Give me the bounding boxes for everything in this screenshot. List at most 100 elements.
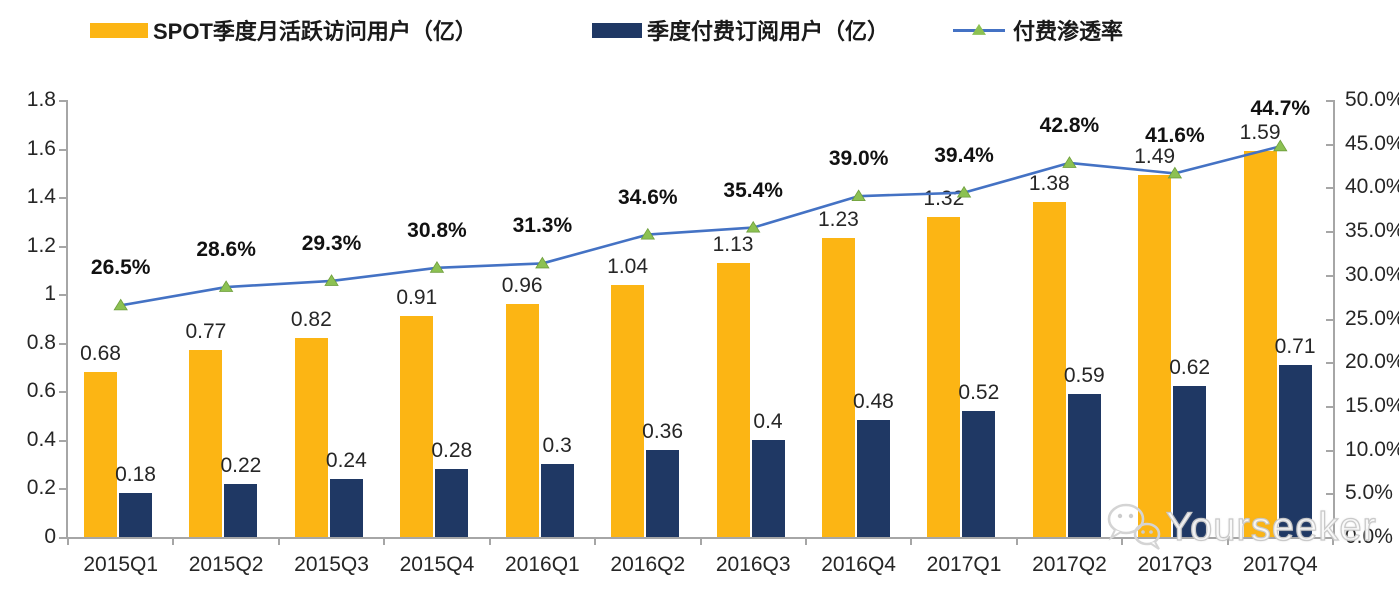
subscriber-bar <box>856 420 890 537</box>
mau-value-label: 1.23 <box>817 208 859 232</box>
x-tick-label: 2016Q3 <box>715 553 791 576</box>
x-tick-label: 2016Q1 <box>505 553 580 576</box>
subscriber-bar <box>751 439 785 537</box>
x-axis-tick <box>594 537 597 545</box>
mau-value-label: 1.49 <box>1134 145 1176 169</box>
subscriber-value-label: 0.22 <box>220 453 262 477</box>
right-axis-tick-label: 20.0% <box>1345 350 1399 374</box>
right-axis-tick-label: 5.0% <box>1345 481 1393 505</box>
x-tick-label: 2015Q3 <box>294 553 369 576</box>
left-axis-tick-label: 0.8 <box>26 330 56 354</box>
penetration-legend-label: 付费渗透率 <box>1013 19 1124 44</box>
mau-value-label: 1.04 <box>607 254 649 278</box>
left-axis-tick-label: 1.8 <box>26 88 56 111</box>
line-marker-icon <box>429 261 445 273</box>
subscriber-bar <box>1173 386 1207 537</box>
right-axis-tick-label: 50.0% <box>1345 88 1399 111</box>
mau-bar <box>294 337 328 537</box>
x-axis-tick <box>1226 537 1229 545</box>
mau-value-label: 0.91 <box>396 286 438 310</box>
penetration-value-label: 30.8% <box>407 218 467 242</box>
penetration-value-label: 28.6% <box>196 238 256 262</box>
right-axis-tick <box>1326 405 1334 408</box>
right-axis-tick <box>1326 187 1334 190</box>
subscriber-value-label: 0.59 <box>1063 363 1105 387</box>
subscriber-value-label: 0.4 <box>753 409 783 433</box>
legend-item-penetration: 付费渗透率 <box>953 14 1123 46</box>
mau-bar <box>189 350 223 537</box>
x-axis-tick <box>804 537 807 545</box>
right-axis-tick-label: 35.0% <box>1345 219 1399 243</box>
mau-legend-label: SPOT季度月活跃访问用户（亿） <box>153 19 477 44</box>
mau-value-label: 1.32 <box>923 186 965 210</box>
subscriber-value-label: 0.28 <box>431 439 473 463</box>
left-axis-tick <box>59 342 67 345</box>
right-axis-tick <box>1326 362 1334 365</box>
subscriber-value-label: 0.62 <box>1169 356 1211 380</box>
penetration-value-label: 42.8% <box>1039 113 1100 137</box>
subscriber-bar <box>224 483 258 537</box>
penetration-value-label: 44.7% <box>1250 97 1311 121</box>
x-axis-tick <box>699 537 702 545</box>
left-axis-tick-label: 1.2 <box>26 233 56 257</box>
mau-bar <box>927 216 961 537</box>
line-marker-icon <box>218 280 234 292</box>
mau-bar <box>505 303 539 537</box>
mau-bar <box>1138 175 1172 537</box>
left-axis-tick <box>59 391 67 394</box>
subscribers-legend-label: 季度付费订阅用户（亿） <box>647 19 890 44</box>
left-axis-tick-label: 1.6 <box>26 136 56 160</box>
right-axis-tick <box>1326 493 1334 496</box>
right-axis-line <box>1333 100 1335 539</box>
left-axis-tick <box>59 100 67 102</box>
left-axis-tick <box>59 148 67 151</box>
right-axis-tick <box>1326 100 1334 102</box>
line-marker-icon <box>1062 156 1077 168</box>
subscriber-value-label: 0.48 <box>852 390 894 414</box>
left-axis-tick <box>59 245 67 248</box>
mau-value-label: 1.59 <box>1239 120 1281 144</box>
left-axis-tick <box>59 439 67 442</box>
mau-bar <box>1032 201 1066 537</box>
penetration-value-label: 35.4% <box>723 178 783 202</box>
x-axis-tick <box>172 537 175 545</box>
subscribers-legend-swatch-icon <box>592 22 642 38</box>
x-axis-tick <box>67 537 69 545</box>
penetration-value-label: 39.0% <box>828 147 889 171</box>
left-axis-tick-label: 1.4 <box>26 185 56 209</box>
subscriber-bar <box>1278 364 1312 537</box>
x-axis-tick <box>277 537 280 545</box>
right-axis-tick <box>1326 143 1334 146</box>
x-axis-tick <box>1121 537 1124 545</box>
left-axis-line <box>66 100 68 539</box>
left-axis-tick <box>59 197 67 200</box>
penetration-value-label: 34.6% <box>618 185 678 209</box>
legend-item-subscribers: 季度付费订阅用户（亿） <box>592 14 889 46</box>
x-axis-tick <box>1015 537 1018 545</box>
left-axis-tick-label: 0.2 <box>26 476 56 500</box>
mau-value-label: 0.82 <box>290 307 332 331</box>
subscriber-value-label: 0.71 <box>1274 334 1316 358</box>
line-marker-icon <box>535 256 550 269</box>
x-tick-label: 2017Q3 <box>1137 553 1213 576</box>
x-axis-tick <box>383 537 386 545</box>
mau-value-label: 0.68 <box>80 341 121 365</box>
subscriber-bar <box>962 410 996 537</box>
watermark: Yourseeker <box>1102 498 1377 556</box>
mau-value-label: 1.38 <box>1028 171 1070 195</box>
right-axis-tick <box>1326 274 1334 277</box>
left-axis-tick-label: 0.6 <box>26 379 56 403</box>
mau-bar <box>84 371 117 537</box>
penetration-value-label: 26.5% <box>90 256 151 280</box>
penetration-value-label: 31.3% <box>512 214 573 238</box>
x-tick-label: 2017Q2 <box>1032 553 1107 576</box>
subscriber-value-label: 0.52 <box>958 380 1000 404</box>
mau-value-label: 1.13 <box>712 232 754 256</box>
subscriber-value-label: 0.24 <box>325 448 367 472</box>
penetration-value-label: 29.3% <box>301 231 362 255</box>
x-tick-label: 2017Q4 <box>1242 553 1318 576</box>
triangle-marker-icon <box>972 23 986 35</box>
x-tick-label: 2015Q1 <box>83 553 159 576</box>
left-axis-tick <box>59 294 67 297</box>
